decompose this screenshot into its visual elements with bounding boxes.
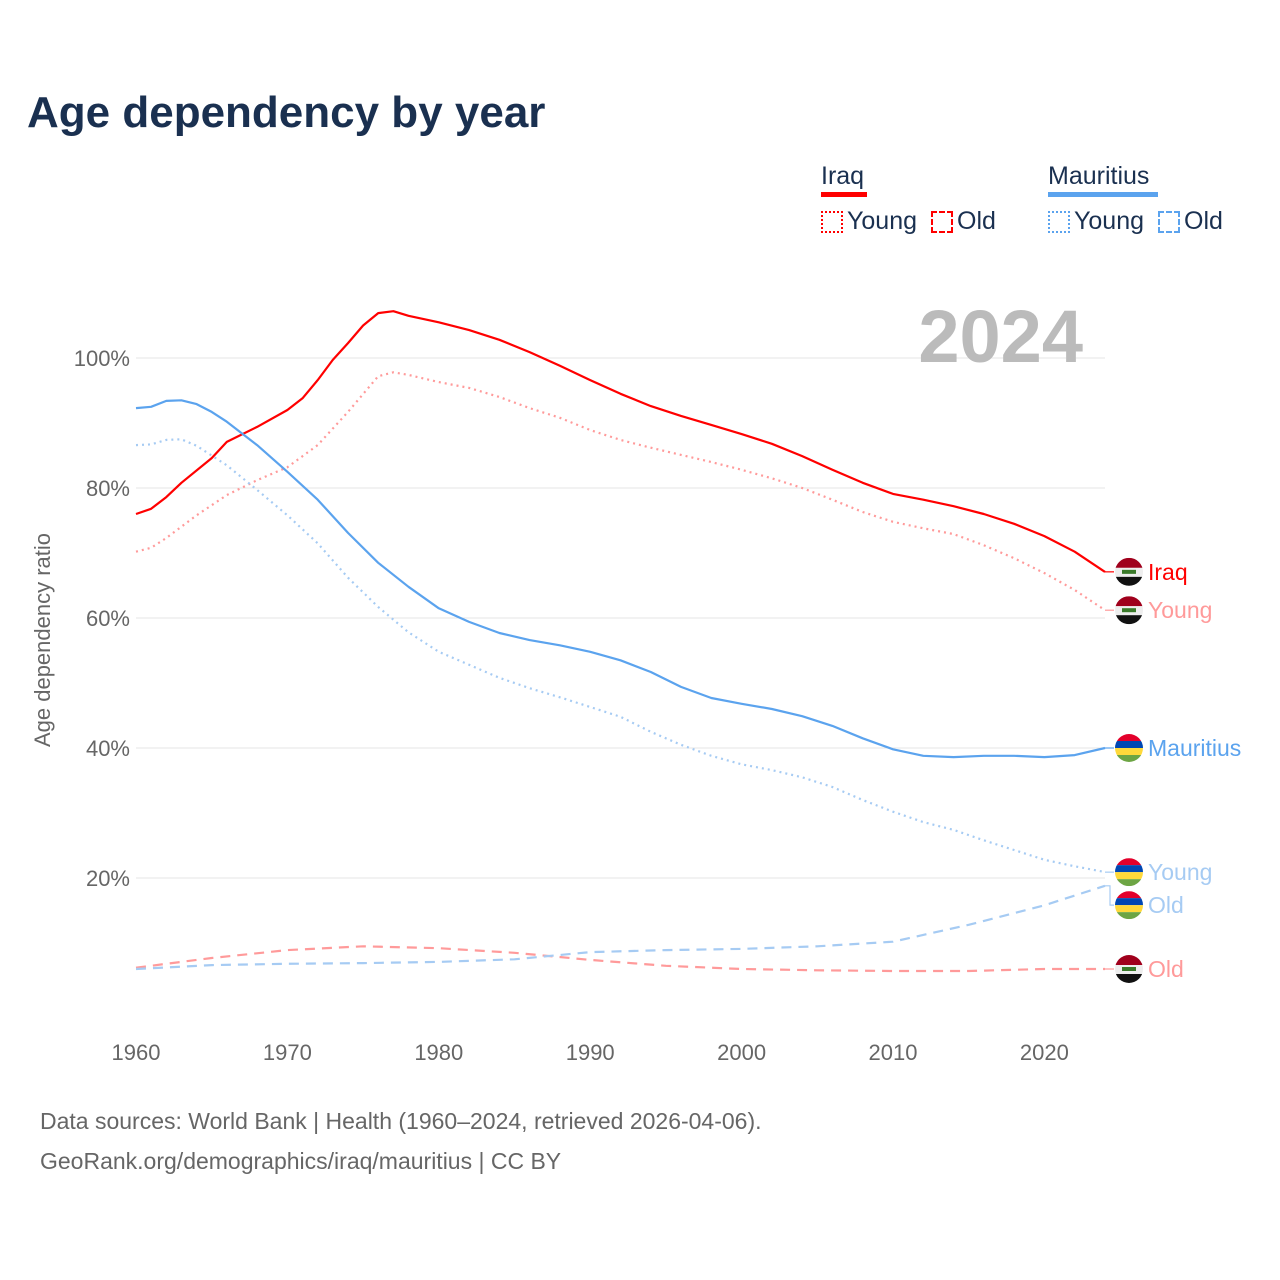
- x-tick-label: 2010: [869, 1040, 918, 1065]
- legend-label: Young: [1074, 207, 1144, 235]
- legend-group-mauritius: Mauritius Young Old: [1048, 162, 1223, 236]
- legend-country-label: Mauritius: [1048, 162, 1150, 190]
- series-line-mauritius-old: [135, 884, 1106, 971]
- dashed-swatch-icon: [1158, 210, 1180, 233]
- x-tick-label: 2000: [717, 1040, 766, 1065]
- iraq-flag-icon: [1115, 557, 1143, 586]
- series-line-mauritius-young: [135, 438, 1106, 874]
- end-label: Iraq: [1148, 559, 1188, 585]
- legend-line-swatch: [821, 192, 867, 197]
- series-line-iraq-young: [135, 371, 1106, 612]
- legend-label: Young: [847, 207, 917, 235]
- end-label: Old: [1148, 892, 1184, 918]
- x-tick-label: 1990: [566, 1040, 615, 1065]
- y-axis-label: Age dependency ratio: [30, 533, 55, 747]
- x-tick-label: 2020: [1020, 1040, 1069, 1065]
- mauritius-flag-icon: [1115, 858, 1143, 887]
- series-line-iraq-old: [135, 945, 1105, 973]
- y-tick-label: 100%: [74, 346, 130, 371]
- end-label: Old: [1148, 956, 1184, 982]
- y-tick-label: 60%: [86, 606, 130, 631]
- series-line-mauritius: [135, 399, 1106, 759]
- dashed-swatch-icon: [931, 210, 953, 233]
- iraq-flag-icon: [1115, 955, 1143, 983]
- legend-label: Old: [1184, 207, 1223, 235]
- legend-country-label: Iraq: [821, 162, 865, 190]
- dotted-swatch-icon: [821, 210, 843, 233]
- chart-title: Age dependency by year: [27, 88, 546, 137]
- end-label: Young: [1148, 597, 1212, 623]
- legend-line-swatch: [1048, 192, 1158, 197]
- mauritius-flag-icon: [1115, 734, 1143, 762]
- legend-item-iraq-young[interactable]: Young: [821, 207, 917, 236]
- footer-sources: Data sources: World Bank | Health (1960–…: [40, 1108, 762, 1134]
- iraq-flag-icon: [1115, 596, 1143, 625]
- y-tick-label: 40%: [86, 736, 130, 761]
- mauritius-flag-icon: [1115, 891, 1143, 920]
- x-tick-label: 1980: [414, 1040, 463, 1065]
- legend-country-iraq[interactable]: Iraq: [821, 162, 867, 199]
- legend-item-iraq-old[interactable]: Old: [931, 207, 996, 236]
- end-label: Young: [1148, 859, 1212, 885]
- year-badge: 2024: [918, 295, 1083, 378]
- legend-group-iraq: Iraq Young Old: [821, 162, 996, 236]
- label-connector: [1105, 885, 1114, 906]
- legend-country-mauritius[interactable]: Mauritius: [1048, 162, 1158, 199]
- end-label: Mauritius: [1148, 735, 1241, 761]
- dotted-swatch-icon: [1048, 210, 1070, 233]
- legend-item-mauritius-young[interactable]: Young: [1048, 207, 1144, 236]
- legend-label: Old: [957, 207, 996, 235]
- footer-link[interactable]: GeoRank.org/demographics/iraq/mauritius …: [40, 1148, 562, 1174]
- y-tick-label: 80%: [86, 476, 130, 501]
- y-tick-label: 20%: [86, 866, 130, 891]
- series-line-iraq: [135, 310, 1106, 573]
- legend-item-mauritius-old[interactable]: Old: [1158, 207, 1223, 236]
- x-tick-label: 1960: [112, 1040, 161, 1065]
- x-tick-label: 1970: [263, 1040, 312, 1065]
